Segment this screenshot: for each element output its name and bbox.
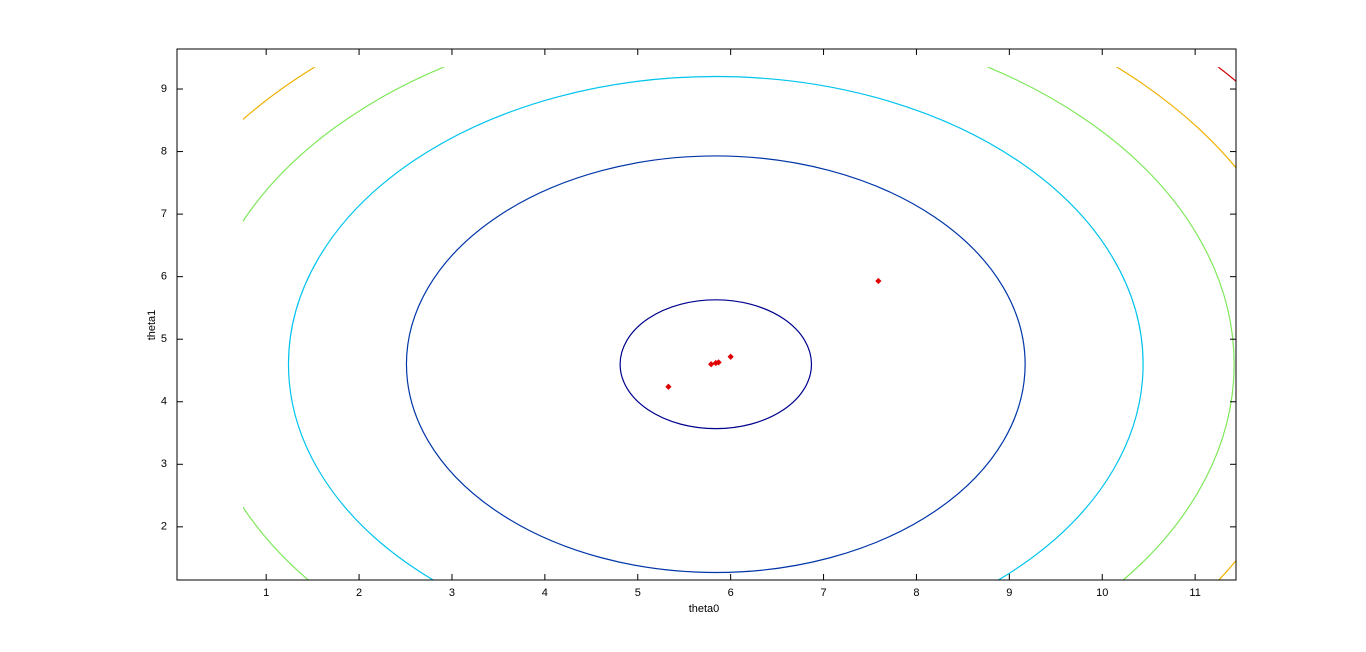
- y-tick-label: 3: [161, 458, 167, 470]
- x-tick-label: 3: [449, 587, 455, 599]
- y-tick-label: 7: [161, 208, 167, 220]
- y-axis-label: theta1: [146, 310, 158, 341]
- x-tick-label: 8: [913, 587, 919, 599]
- point: [715, 359, 722, 366]
- x-tick-label: 11: [1189, 587, 1200, 599]
- axes-box: [176, 48, 1237, 581]
- point: [727, 353, 734, 360]
- point: [708, 361, 715, 368]
- contour-line: [242, 67, 1235, 580]
- point: [875, 277, 882, 285]
- contour-line: [1217, 67, 1236, 83]
- x-tick-label: 10: [1096, 587, 1108, 599]
- contours: [242, 67, 1236, 580]
- x-tick-label: 6: [728, 587, 734, 599]
- contour-line: [619, 299, 813, 430]
- x-tick-label: 2: [356, 587, 362, 599]
- contour-line: [288, 76, 1144, 580]
- y-tick-label: 2: [161, 521, 167, 533]
- contour-line: [405, 155, 1026, 574]
- x-tick-label: 5: [635, 587, 641, 599]
- point: [665, 383, 672, 390]
- x-tick-label: 9: [1006, 587, 1012, 599]
- y-tick-label: 5: [161, 333, 167, 345]
- x-axis-label: theta0: [689, 603, 720, 615]
- y-tick-label: 6: [161, 271, 167, 283]
- y-tick-label: 4: [161, 396, 167, 408]
- y-tick-label: 8: [161, 145, 167, 157]
- x-tick-label: 4: [542, 587, 548, 599]
- y-tick-label: 9: [161, 83, 167, 95]
- contour-line: [242, 67, 1236, 580]
- x-tick-label: 7: [820, 587, 826, 599]
- x-tick-label: 1: [263, 587, 269, 599]
